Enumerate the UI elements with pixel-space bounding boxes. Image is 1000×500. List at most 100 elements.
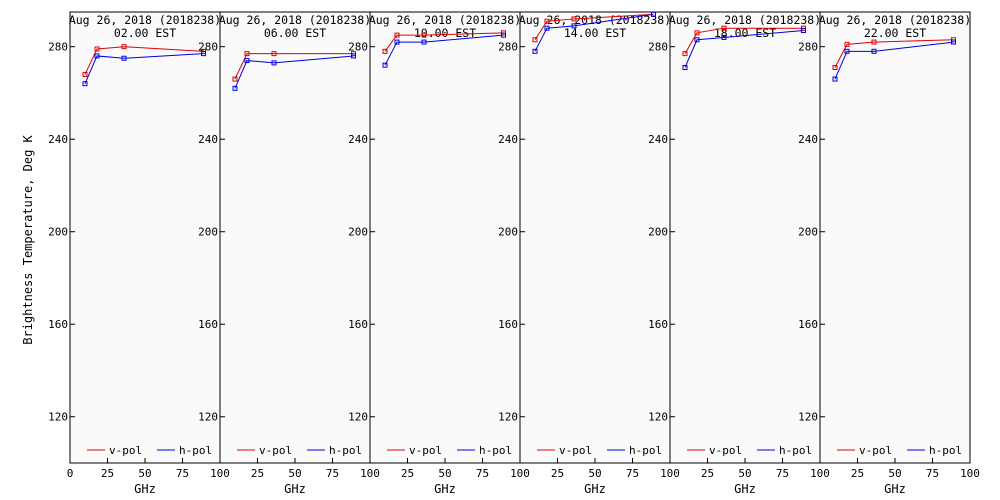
h-pol-point xyxy=(544,25,550,31)
y-tick-label: 280 xyxy=(198,41,218,54)
y-tick-label: 160 xyxy=(198,318,218,331)
x-tick-label: 25 xyxy=(851,467,864,480)
x-tick-label: 25 xyxy=(251,467,264,480)
legend-label-v-pol: v-pol xyxy=(709,444,742,457)
y-tick-label: 200 xyxy=(648,226,668,239)
y-tick-label: 240 xyxy=(48,133,68,146)
y-tick-label: 240 xyxy=(348,133,368,146)
y-tick-label: 120 xyxy=(348,411,368,424)
panel-subtitle: 02.00 EST xyxy=(114,26,176,40)
v-pol-line xyxy=(384,32,504,52)
x-tick-label: 100 xyxy=(210,467,230,480)
panel-frame xyxy=(69,11,221,464)
legend-label-h-pol: h-pol xyxy=(929,444,962,457)
v-pol-line xyxy=(84,46,204,75)
v-pol-point xyxy=(694,30,700,36)
x-tick-label: 75 xyxy=(476,467,489,480)
panel-frame xyxy=(519,11,671,464)
y-tick-label: 120 xyxy=(648,411,668,424)
h-pol-point xyxy=(244,58,250,64)
legend-label-v-pol: v-pol xyxy=(109,444,142,457)
legend-label-v-pol: v-pol xyxy=(259,444,292,457)
x-tick-label: 25 xyxy=(701,467,714,480)
h-pol-point xyxy=(694,37,700,43)
v-pol-point xyxy=(682,51,688,57)
h-pol-point xyxy=(501,32,506,38)
x-tick-label: 50 xyxy=(588,467,601,480)
panel-subtitle: 22.00 EST xyxy=(864,26,926,40)
panel-2: Aug 26, 2018 (2018238)06.00 EST 120 160 200… xyxy=(198,11,380,496)
y-tick-label: 280 xyxy=(48,41,68,54)
panel-frame xyxy=(219,11,371,464)
y-tick-label: 200 xyxy=(348,226,368,239)
x-tick-label: 25 xyxy=(101,467,114,480)
h-pol-point xyxy=(121,55,127,61)
x-tick-label: 100 xyxy=(510,467,530,480)
panel-title: Aug 26, 2018 (2018238) xyxy=(69,13,221,27)
y-tick-label: 240 xyxy=(648,133,668,146)
v-pol-point xyxy=(394,32,400,38)
x-tick-label: 25 xyxy=(551,467,564,480)
panel-title: Aug 26, 2018 (2018238) xyxy=(819,13,971,27)
x-tick-label: 75 xyxy=(176,467,189,480)
v-pol-point xyxy=(82,71,88,77)
h-pol-point xyxy=(871,48,877,54)
y-tick-label: 160 xyxy=(798,318,818,331)
v-pol-line xyxy=(684,27,804,54)
legend-label-v-pol: v-pol xyxy=(859,444,892,457)
legend-label-h-pol: h-pol xyxy=(779,444,812,457)
h-pol-line xyxy=(534,13,654,52)
v-pol-point xyxy=(844,41,850,47)
y-tick-label: 280 xyxy=(648,41,668,54)
v-pol-point xyxy=(721,25,727,31)
v-pol-point xyxy=(571,16,577,22)
v-pol-point xyxy=(244,51,250,57)
x-tick-label: 75 xyxy=(626,467,639,480)
x-tick-label: 75 xyxy=(326,467,339,480)
x-axis-label: GHz xyxy=(584,482,606,496)
y-tick-label: 280 xyxy=(798,41,818,54)
legend-label-h-pol: h-pol xyxy=(479,444,512,457)
x-tick-label: 100 xyxy=(660,467,680,480)
y-tick-label: 240 xyxy=(198,133,218,146)
h-pol-line xyxy=(234,55,354,89)
y-tick-label: 160 xyxy=(348,318,368,331)
h-pol-point xyxy=(232,85,238,91)
v-pol-point xyxy=(271,51,277,57)
h-pol-point xyxy=(651,11,656,17)
h-pol-point xyxy=(951,39,956,45)
panel-frame xyxy=(369,11,521,464)
x-tick-label: 75 xyxy=(926,467,939,480)
panel-title: Aug 26, 2018 (2018238) xyxy=(369,13,521,27)
x-tick-label: 50 xyxy=(738,467,751,480)
h-pol-line xyxy=(834,41,954,80)
y-tick-label: 200 xyxy=(198,226,218,239)
panel-title: Aug 26, 2018 (2018238) xyxy=(219,13,371,27)
panel-4: Aug 26, 2018 (2018238)14.00 EST 120 160 200… xyxy=(498,11,680,496)
x-axis-label: GHz xyxy=(284,482,306,496)
h-pol-point xyxy=(94,53,100,59)
v-pol-point xyxy=(121,44,127,50)
y-tick-label: 120 xyxy=(498,411,518,424)
panel-5: Aug 26, 2018 (2018238)18.00 EST120160200… xyxy=(648,11,830,496)
panel-6: Aug 26, 2018 (2018238)22.00 EST 120 160 200… xyxy=(798,11,980,496)
x-tick-label: 100 xyxy=(960,467,980,480)
h-pol-point xyxy=(271,60,277,66)
chart-panels: Aug 26, 2018 (2018238)02.00 EST120160200… xyxy=(48,11,980,496)
h-pol-point xyxy=(421,39,427,45)
v-pol-point xyxy=(871,39,877,45)
legend-label-h-pol: h-pol xyxy=(329,444,362,457)
y-tick-label: 280 xyxy=(498,41,518,54)
x-axis-label: GHz xyxy=(734,482,756,496)
v-pol-point xyxy=(94,46,100,52)
v-pol-point xyxy=(532,37,538,43)
x-tick-label: 25 xyxy=(401,467,414,480)
panel-subtitle: 14.00 EST xyxy=(564,26,626,40)
v-pol-line xyxy=(834,39,954,68)
h-pol-point xyxy=(844,48,850,54)
y-tick-label: 200 xyxy=(48,226,68,239)
v-pol-point xyxy=(232,76,238,82)
x-tick-label: 100 xyxy=(360,467,380,480)
panel-frame xyxy=(669,11,821,464)
